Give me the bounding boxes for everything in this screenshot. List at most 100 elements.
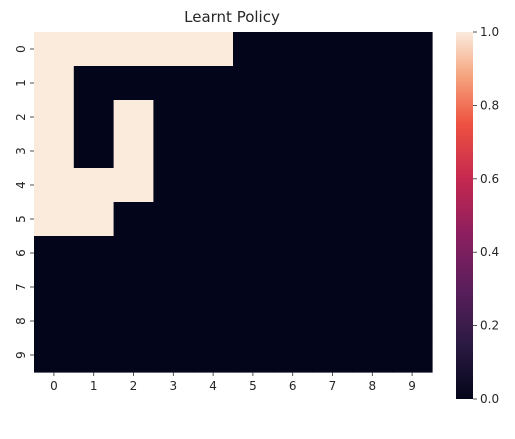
heatmap-cell: [233, 66, 274, 101]
heatmap-cell: [73, 32, 115, 67]
heatmap-cell: [352, 270, 393, 305]
heatmap-cell: [272, 304, 314, 339]
y-tick-label: 6: [14, 249, 28, 257]
heatmap-cell: [73, 100, 115, 135]
colorbar-tick-label: 0.2: [480, 319, 499, 333]
heatmap-cell: [153, 236, 194, 271]
heatmap-cell: [352, 304, 393, 339]
heatmap-cell: [113, 338, 154, 373]
heatmap-cell: [272, 202, 314, 237]
heatmap-cell: [392, 338, 433, 373]
heatmap-cell: [352, 236, 393, 271]
heatmap-cell: [193, 202, 234, 237]
heatmap-cell: [352, 32, 393, 67]
heatmap-cell: [233, 236, 274, 271]
heatmap-cell: [34, 338, 75, 373]
heatmap-cell: [352, 66, 393, 101]
heatmap-cell: [113, 202, 154, 237]
heatmap-cell: [113, 134, 154, 169]
heatmap-cell: [34, 168, 75, 203]
heatmap-cell: [193, 66, 234, 101]
heatmap-cell: [73, 236, 115, 271]
colorbar-tick-label: 0.6: [480, 172, 499, 186]
heatmap-cell: [392, 100, 433, 135]
heatmap-cell: [34, 66, 75, 101]
heatmap-cell: [193, 32, 234, 67]
heatmap-cell: [233, 338, 274, 373]
heatmap-cell: [312, 202, 353, 237]
heatmap-cell: [153, 168, 194, 203]
heatmap-cell: [34, 236, 75, 271]
heatmap-cell: [113, 66, 154, 101]
heatmap-cell: [73, 338, 115, 373]
heatmap-cell: [113, 236, 154, 271]
x-tick-label: 5: [249, 379, 257, 393]
y-tick-label: 5: [14, 215, 28, 223]
colorbar-tick-label: 0.8: [480, 98, 499, 112]
heatmap-cell: [153, 304, 194, 339]
colorbar-tick-label: 0.0: [480, 392, 499, 406]
heatmap-cell: [73, 134, 115, 169]
heatmap-cell: [312, 32, 353, 67]
heatmap-cell: [312, 168, 353, 203]
heatmap-cell: [272, 168, 314, 203]
x-tick-label: 2: [130, 379, 138, 393]
heatmap-cell: [34, 304, 75, 339]
heatmap-cell: [193, 236, 234, 271]
heatmap-cell: [392, 202, 433, 237]
x-tick-label: 8: [368, 379, 376, 393]
heatmap-cell: [193, 100, 234, 135]
heatmap-cell: [113, 270, 154, 305]
heatmap-cell: [73, 202, 115, 237]
x-tick-label: 0: [50, 379, 58, 393]
y-tick-label: 8: [14, 317, 28, 325]
heatmap-cell: [272, 100, 314, 135]
heatmap-cell: [193, 134, 234, 169]
heatmap-cell: [34, 100, 75, 135]
heatmap-cell: [312, 304, 353, 339]
heatmap-cell: [233, 270, 274, 305]
heatmap-cell: [193, 270, 234, 305]
y-tick-label: 9: [14, 351, 28, 359]
heatmap-cell: [233, 100, 274, 135]
x-tick-label: 7: [329, 379, 337, 393]
y-axis: 0 1 2 3 4 5 6 7 8 9: [14, 45, 34, 359]
heatmap-cell: [73, 66, 115, 101]
heatmap-cell: [392, 168, 433, 203]
heatmap-cell: [272, 236, 314, 271]
heatmap-cell: [392, 32, 433, 67]
colorbar: 0.0 0.2 0.4 0.6 0.8 1.0: [456, 25, 499, 406]
colorbar-tick-label: 0.4: [480, 245, 499, 259]
heatmap-cell: [233, 202, 274, 237]
x-tick-label: 1: [90, 379, 98, 393]
heatmap-cells: [34, 32, 433, 373]
y-tick-label: 7: [14, 283, 28, 291]
heatmap-cell: [352, 338, 393, 373]
x-axis: 0 1 2 3 4 5 6 7 8 9: [50, 372, 416, 393]
heatmap-cell: [153, 270, 194, 305]
heatmap-cell: [113, 32, 154, 67]
x-tick-label: 4: [209, 379, 217, 393]
heatmap-cell: [193, 304, 234, 339]
heatmap-cell: [352, 168, 393, 203]
heatmap-cell: [153, 66, 194, 101]
heatmap-cell: [153, 100, 194, 135]
heatmap-cell: [352, 202, 393, 237]
heatmap-cell: [153, 134, 194, 169]
heatmap-cell: [34, 32, 75, 67]
heatmap-cell: [312, 338, 353, 373]
heatmap-cell: [34, 134, 75, 169]
heatmap-cell: [153, 338, 194, 373]
heatmap-cell: [352, 100, 393, 135]
heatmap-cell: [233, 134, 274, 169]
heatmap-cell: [392, 66, 433, 101]
heatmap-cell: [153, 32, 194, 67]
colorbar-tick-label: 1.0: [480, 25, 499, 39]
heatmap-cell: [272, 134, 314, 169]
heatmap-cell: [312, 236, 353, 271]
heatmap-cell: [312, 134, 353, 169]
y-tick-label: 4: [14, 181, 28, 189]
heatmap-cell: [193, 338, 234, 373]
heatmap-cell: [113, 100, 154, 135]
